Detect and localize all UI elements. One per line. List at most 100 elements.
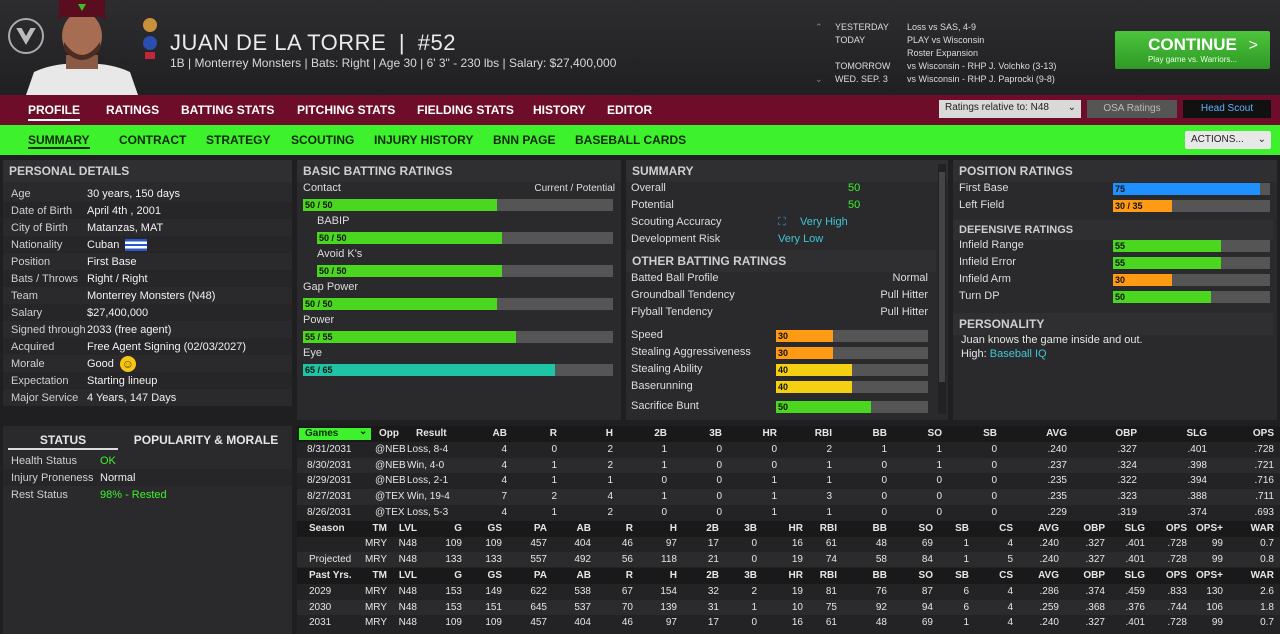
season-cell: N48	[398, 538, 417, 549]
games-header-cell: SLG	[1186, 428, 1207, 439]
game-log-cell: 0	[661, 475, 667, 487]
tab-profile[interactable]: PROFILE	[28, 103, 81, 121]
batting-rating-value: 50 / 50	[319, 266, 347, 276]
past-year-cell: 75	[825, 601, 837, 613]
game-log-cell: 1	[551, 459, 557, 471]
past-year-cell: 99	[1211, 617, 1223, 629]
tab-popularity-morale[interactable]: POPULARITY & MORALE	[133, 433, 279, 447]
season-cell: N48	[398, 553, 417, 565]
personal-value: April 4th , 2001	[87, 204, 161, 217]
personal-value: $27,400,000	[87, 306, 149, 319]
batting-rating-label: BABIP	[317, 215, 350, 227]
season-cell: 99	[1211, 538, 1223, 549]
season-cell: 17	[707, 538, 719, 549]
subtab-bnn-page[interactable]: BNN PAGE	[493, 133, 556, 147]
game-log-row[interactable]: 8/27/2031 @TEX Win, 19-4 7 2 4 1 0 1 3 0 0 0 .235 .323…	[297, 489, 1280, 505]
season-cell: 0.7	[1260, 538, 1274, 549]
summary-label: Scouting Accuracy	[631, 216, 722, 228]
past-year-row[interactable]: 2029 MRY N48 153 149 622 538 67 154 32 2 19 81 76 87 6 4…	[297, 584, 1280, 600]
schedule-scroll-icon[interactable]: ⌃	[815, 22, 823, 32]
schedule-spacer	[815, 35, 835, 48]
past-year-row[interactable]: 2031 MRY N48 109 109 457 404 46 97 17 0 16 61 48 69 1 4.…	[297, 615, 1280, 631]
speed-rating-bar: 30	[776, 330, 928, 342]
tab-batting-stats[interactable]: BATTING STATS	[181, 103, 275, 117]
subtab-baseball-cards[interactable]: BASEBALL CARDS	[575, 133, 687, 147]
game-log-cell: 8/30/2031	[307, 459, 352, 471]
team-logo-icon[interactable]	[8, 18, 44, 54]
batting-rating-bar: 50 / 50	[317, 232, 613, 244]
subtab-summary[interactable]: SUMMARY	[28, 133, 90, 149]
season-cell: 133	[445, 553, 462, 565]
season-row[interactable]: Projected MRY N48 133 133 557 492 56 118 21 0 19 74 5…	[297, 551, 1280, 568]
tab-fielding-stats[interactable]: FIELDING STATS	[417, 103, 514, 117]
past-year-cell: 153	[445, 601, 462, 613]
personality-high-value[interactable]: Baseball IQ	[989, 348, 1047, 360]
game-log-cell: 1	[607, 475, 613, 487]
past-year-row[interactable]: 2030 MRY N48 153 151 645 537 70 139 31 1 10 75 92 94 6 4…	[297, 599, 1280, 616]
continue-button[interactable]: CONTINUE Play game vs. Warriors... >	[1115, 31, 1270, 69]
position-rating-label: First Base	[959, 182, 1009, 194]
actions-dropdown[interactable]: ACTIONS... ⌄	[1185, 131, 1271, 149]
schedule-game[interactable]: vs Wisconsin - RHP J. Volchko (3-13)	[907, 61, 1057, 71]
osa-ratings-button[interactable]: OSA Ratings	[1087, 100, 1177, 118]
game-log-cell: 0	[771, 444, 777, 455]
subtab-strategy[interactable]: STRATEGY	[206, 133, 271, 147]
personal-label: City of Birth	[11, 221, 68, 234]
tab-history[interactable]: HISTORY	[533, 103, 586, 117]
subtab-contract[interactable]: CONTRACT	[119, 133, 187, 147]
games-header-cell: 3B	[709, 428, 722, 439]
schedule-game[interactable]: Roster Expansion	[907, 48, 979, 58]
game-log-cell: .716	[1254, 475, 1274, 487]
game-log-cell: @NEB	[375, 459, 406, 471]
past-year-cell: 139	[660, 601, 677, 613]
tab-pitching-stats[interactable]: PITCHING STATS	[297, 103, 396, 117]
past-year-cell: 31	[707, 601, 719, 613]
status-label: Health Status	[11, 454, 78, 467]
game-log-cell: 1	[661, 491, 667, 503]
stats-table: Games ⌄ Opp Result AB R H 2B 3B HR RBI BB SO SB AVG OBP…	[297, 426, 1280, 634]
smiley-icon: ☺	[119, 355, 136, 372]
subtab-injury-history[interactable]: INJURY HISTORY	[374, 133, 474, 147]
game-log-row[interactable]: 8/26/2031 @TEX Loss, 5-3 4 1 2 0 0 1 1 0 0 0 .229 .319…	[297, 505, 1280, 521]
past-years-header-cell: CS	[999, 570, 1013, 581]
past-year-cell: 0	[751, 617, 757, 629]
games-header-cell: SO	[927, 428, 942, 439]
game-log-cell: 0	[991, 475, 997, 487]
subtab-scouting[interactable]: SCOUTING	[291, 133, 355, 147]
head-scout-button[interactable]: Head Scout	[1183, 100, 1271, 118]
status-row: Rest Status 98% - Rested	[3, 486, 292, 503]
position-rating-bar: 75	[1113, 183, 1270, 195]
defensive-ratings-title: DEFENSIVE RATINGS	[953, 220, 1273, 240]
past-year-cell: MRY	[364, 601, 387, 613]
past-year-cell: .401	[1125, 617, 1145, 629]
speed-rating-label: Stealing Aggressiveness	[631, 346, 751, 358]
season-row[interactable]: MRY N48 109 109 457 404 46 97 17 0 16 61 48 69 1 4 .240.…	[297, 536, 1280, 552]
defensive-rating-value: 55	[1115, 258, 1126, 268]
speed-rating-fill: 30	[776, 347, 833, 359]
games-dropdown[interactable]: Games	[299, 428, 371, 440]
season-cell: Projected	[309, 553, 352, 565]
tab-status[interactable]: STATUS	[8, 430, 118, 450]
season-header-cell: Season	[309, 523, 345, 534]
schedule-game[interactable]: Loss vs SAS, 4-9	[907, 22, 977, 32]
summary-scrollbar[interactable]	[938, 164, 946, 414]
tab-ratings[interactable]: RATINGS	[106, 103, 160, 117]
game-log-cell: 0	[881, 459, 887, 471]
season-cell: .401	[1125, 553, 1145, 565]
schedule-game[interactable]: PLAY vs Wisconsin	[907, 35, 985, 45]
past-year-cell: 622	[530, 586, 547, 597]
game-log-row[interactable]: 8/30/2031 @NEB Win, 4-0 4 1 2 1 0 0 1 0 1 0 .237 .324.…	[297, 457, 1280, 474]
ratings-relative-select[interactable]: Ratings relative to: N48 ⌄	[939, 100, 1081, 118]
schedule-game[interactable]: vs Wisconsin - RHP J. Paprocki (9-8)	[907, 74, 1055, 84]
past-year-cell: 537	[574, 601, 591, 613]
personality-title: PERSONALITY	[953, 313, 1273, 335]
game-log-row[interactable]: 8/29/2031 @NEB Loss, 2-1 4 1 1 0 0 1 1 0 0 0 .235 .322…	[297, 473, 1280, 489]
tab-editor[interactable]: EDITOR	[607, 103, 653, 117]
past-year-cell: .240	[1039, 617, 1059, 629]
game-log-cell: 4	[501, 475, 507, 487]
defensive-rating-bar: 55	[1113, 257, 1270, 269]
schedule-scroll-icon[interactable]: ⌄	[815, 74, 823, 84]
other-batting-value: Pull Hitter	[880, 306, 928, 318]
game-log-row[interactable]: 8/31/2031 @NEB Loss, 8-4 4 0 2 1 0 0 2 1 1 0 .240 .327…	[297, 442, 1280, 458]
personal-details-list: Age 30 years, 150 days Date of Birth April …	[3, 185, 292, 406]
